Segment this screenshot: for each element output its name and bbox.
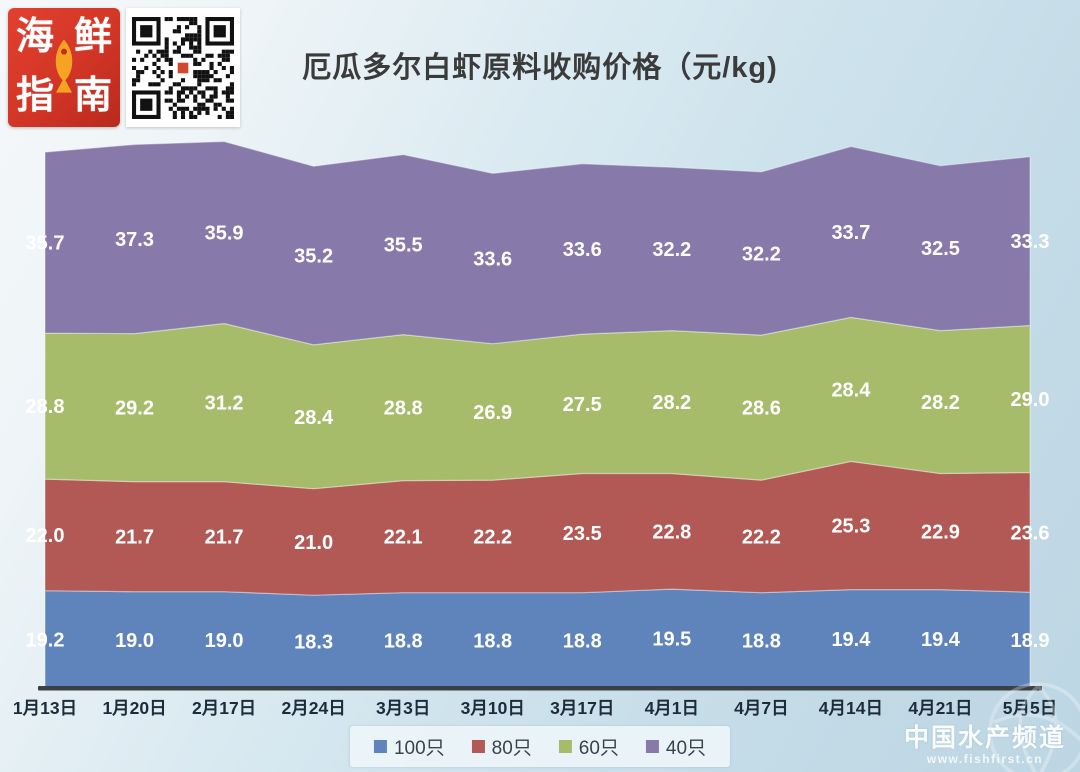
value-label-80只: 22.2 [473,526,512,548]
x-axis-label: 2月24日 [282,698,346,718]
legend-label: 40只 [665,738,707,759]
value-label-60只: 29.2 [115,398,154,420]
value-label-60只: 26.9 [473,402,512,424]
watermark: 中国水产频道 www.fishfirst.cn [904,718,1066,766]
legend-label: 100只 [393,738,445,759]
value-label-40只: 33.7 [831,222,870,244]
value-label-100只: 19.5 [652,629,691,651]
value-label-60只: 29.0 [1011,389,1050,411]
legend-label: 60只 [578,738,619,759]
watermark-url: www.fishfirst.cn [926,752,1044,766]
logo-char: 指 [16,75,55,117]
x-axis-label: 3月10日 [461,698,525,718]
legend-label: 80只 [491,738,532,759]
value-label-100只: 18.3 [294,632,333,654]
value-label-60只: 28.8 [384,398,423,420]
value-label-40只: 35.9 [205,223,244,245]
logo-char: 鲜 [73,16,112,58]
value-label-100只: 19.4 [831,629,871,651]
legend-swatch [373,740,387,753]
logo-char: 海 [16,16,55,58]
value-label-40只: 33.3 [1011,231,1050,253]
value-label-100只: 18.8 [563,630,602,652]
x-axis-label: 3月17日 [550,698,614,718]
value-label-60只: 28.2 [652,392,691,414]
legend-item-60只: 60只 [558,733,619,760]
x-axis-label: 4月14日 [819,698,883,718]
value-label-40只: 33.6 [563,239,602,261]
value-label-80只: 22.1 [384,527,423,549]
area-band-40只 [44,140,1031,346]
value-label-100只: 19.0 [205,630,244,652]
area-band-60只 [44,316,1031,490]
legend-item-100只: 100只 [373,733,445,760]
value-label-60只: 28.2 [921,392,960,414]
watermark-site-name: 中国水产频道 [903,724,1066,752]
x-axis-label: 4月7日 [734,698,788,718]
legend-swatch [558,740,572,753]
value-label-40只: 37.3 [115,229,154,251]
legend-item-80只: 80只 [471,733,532,760]
chart-title: 厄瓜多尔白虾原料收购价格（元/kg) [302,52,778,84]
x-axis-label: 3月3日 [376,698,430,718]
x-axis-label: 5月5日 [1003,698,1057,718]
qr-code [126,8,240,127]
value-label-80只: 25.3 [831,516,870,538]
value-label-100只: 18.8 [384,630,423,652]
value-label-80只: 22.2 [742,526,781,548]
value-label-40只: 33.6 [473,249,512,271]
legend-swatch [645,740,659,753]
legend-swatch [471,740,485,753]
value-label-80只: 22.0 [26,525,65,547]
value-label-100只: 18.8 [742,630,781,652]
value-label-40只: 35.5 [384,235,423,257]
logo-char: 南 [73,75,112,117]
x-axis-line [38,686,1042,691]
value-label-60只: 28.8 [26,396,65,418]
value-label-100只: 19.2 [26,629,65,651]
value-label-80只: 21.7 [205,527,244,549]
value-label-80只: 21.0 [294,532,333,554]
value-label-40只: 32.2 [742,244,781,266]
qr-code-pattern [132,16,234,119]
value-label-80只: 23.6 [1011,522,1050,544]
value-label-60只: 27.5 [563,394,602,416]
legend-item-40只: 40只 [645,733,707,760]
value-label-100只: 18.8 [473,630,512,652]
value-label-40只: 32.5 [921,238,960,260]
area-band-100只 [44,588,1031,689]
x-axis-label: 1月20日 [102,698,166,718]
x-axis-label: 1月13日 [13,698,77,718]
value-label-80只: 21.7 [115,527,154,549]
watermark-emblem-icon [988,682,1080,772]
value-label-80只: 22.9 [921,522,960,544]
value-label-80只: 22.8 [652,521,691,543]
value-label-60只: 31.2 [205,393,244,415]
value-label-60只: 28.6 [742,398,781,420]
value-label-40只: 32.2 [652,239,691,261]
x-axis-label: 4月1日 [645,698,699,718]
value-label-100只: 19.0 [115,630,154,652]
brand-logo: 海 鲜 指 南 [8,8,120,127]
value-label-100只: 19.4 [921,629,961,651]
value-label-100只: 18.9 [1011,630,1050,652]
value-label-40只: 35.7 [26,233,65,255]
x-axis-label: 2月17日 [192,698,256,718]
chart-legend: 100只 80只 60只 40只 [349,726,731,767]
value-label-80只: 23.5 [563,523,602,545]
x-axis-label: 4月21日 [908,698,972,718]
value-label-60只: 28.4 [294,407,334,429]
value-label-40只: 35.2 [294,246,333,268]
fish-icon [55,39,73,93]
value-label-60只: 28.4 [831,379,871,401]
